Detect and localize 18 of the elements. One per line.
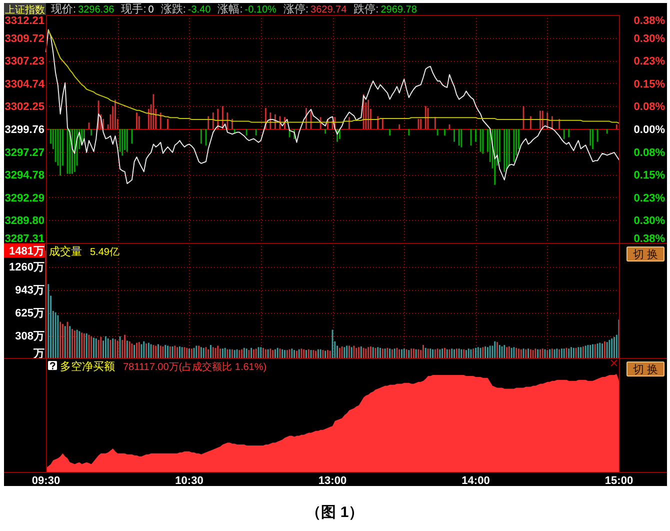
x-tick-label: 09:30 [32, 475, 60, 487]
x-tick-label: 10:30 [175, 475, 204, 487]
y-tick-label: 1481万 [9, 246, 44, 258]
x-tick-label: 13:00 [318, 475, 347, 487]
button: 切 换 [626, 362, 664, 376]
y-tick-label: 943万 [15, 284, 44, 297]
x-tick-label: 15:00 [604, 475, 634, 487]
y-tick-label: 1260万 [9, 262, 44, 274]
button: 切 换 [626, 246, 664, 262]
text: 781117.00万(占成交额比 1.61%) [123, 361, 267, 373]
text: （图 1） [306, 504, 364, 521]
chart-title: 成交量 [49, 245, 82, 258]
annotation: 5.49亿 [90, 247, 120, 258]
y-tick-label: 万 [32, 348, 44, 360]
y-tick-label: 625万 [15, 308, 44, 320]
x-tick-label: 14:00 [462, 475, 490, 487]
chart-title: 多空净买额 [60, 360, 115, 373]
y-tick-label: 308万 [15, 330, 44, 343]
